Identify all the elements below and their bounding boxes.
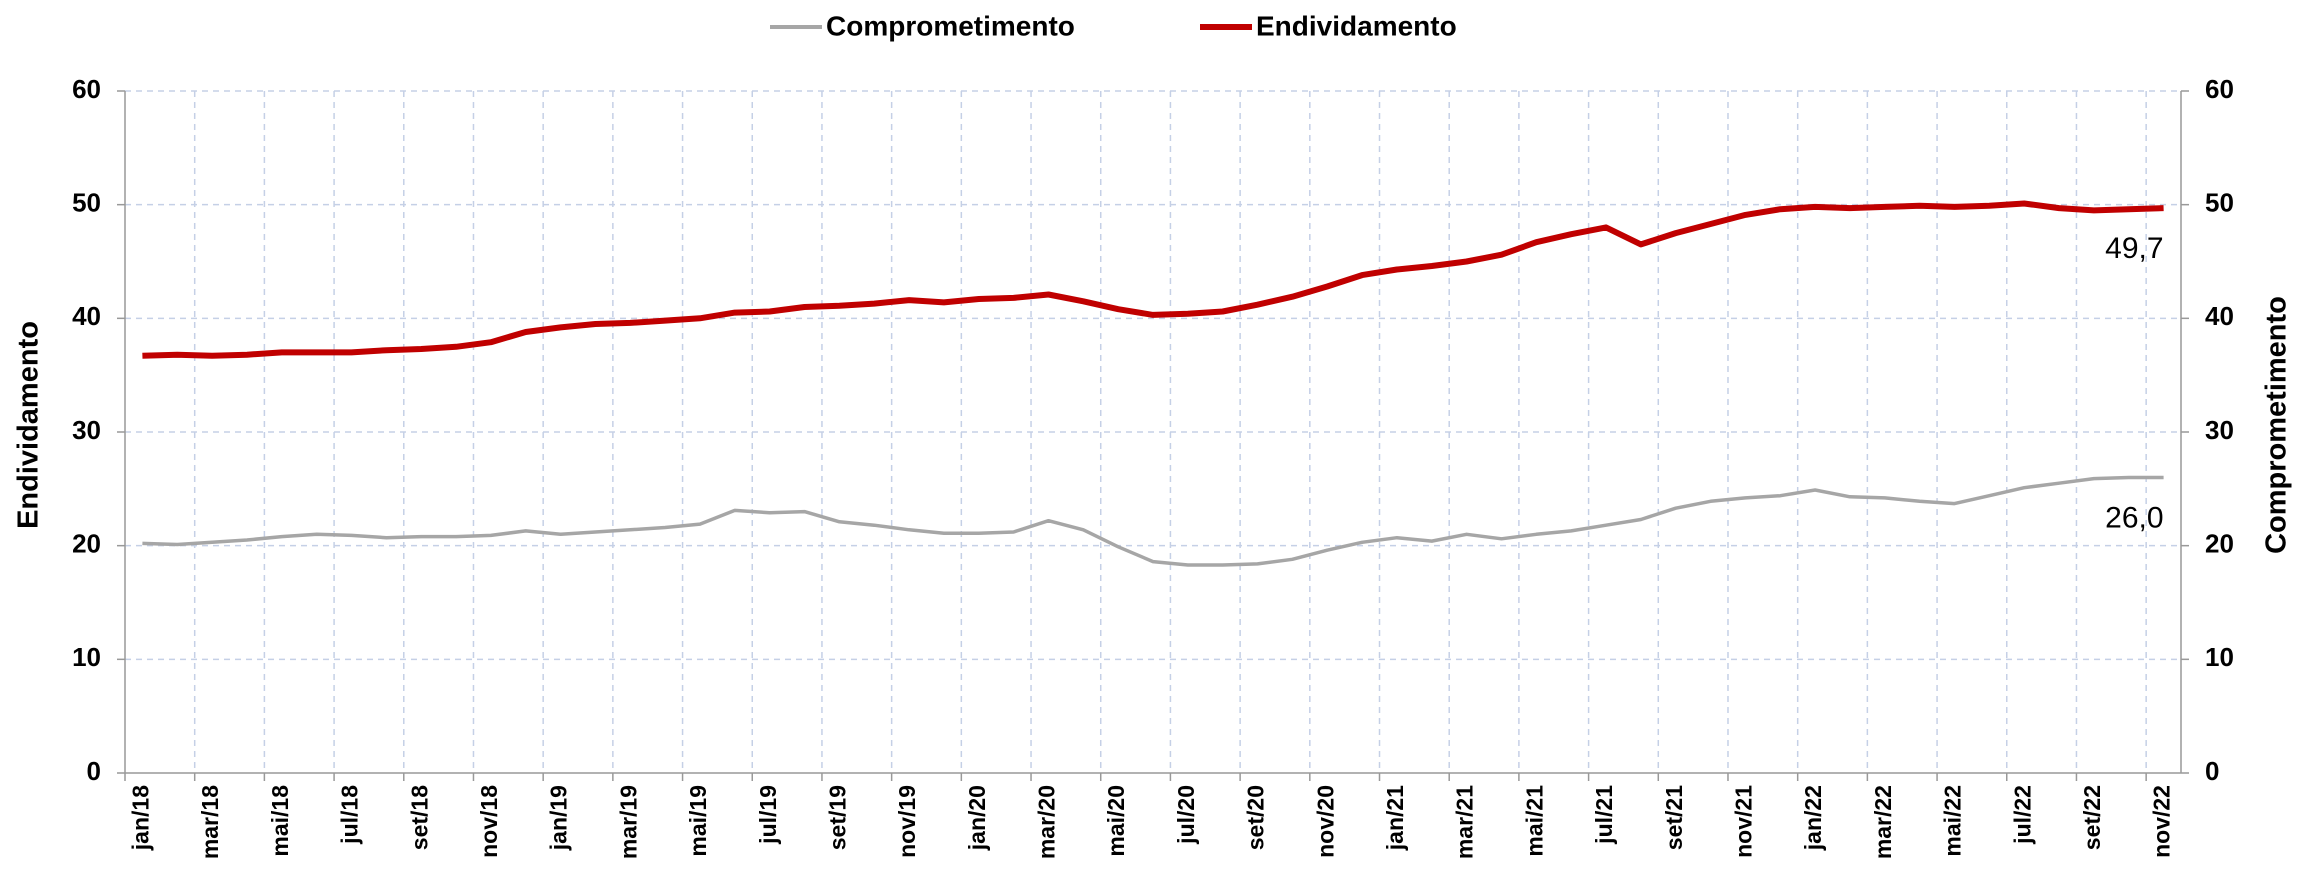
x-tick-label: jan/20 (964, 785, 990, 851)
x-tick-label: mai/21 (1521, 785, 1547, 857)
y-tick-label: 20 (72, 529, 101, 559)
x-tick-label: mar/20 (1034, 785, 1060, 859)
x-tick-label: nov/19 (894, 785, 920, 858)
y-tick-label: 50 (72, 188, 101, 218)
x-tick-label: nov/18 (476, 785, 502, 858)
y2-tick-label: 10 (2205, 642, 2234, 672)
x-tick-label: jan/21 (1382, 785, 1408, 851)
x-tick-label: nov/22 (2149, 785, 2175, 858)
series-line (142, 200, 2164, 359)
value-label: 26,0 (2105, 501, 2163, 534)
x-tick-label: jan/22 (1800, 785, 1826, 851)
x-tick-label: nov/21 (1730, 785, 1756, 858)
x-tick-label: set/20 (1243, 785, 1269, 850)
y2-tick-label: 30 (2205, 415, 2234, 445)
legend-label: Endividamento (1256, 10, 1457, 41)
y2-tick-label: 40 (2205, 301, 2234, 331)
x-tick-label: set/21 (1661, 785, 1687, 850)
x-tick-label: mai/20 (1103, 785, 1129, 857)
x-tick-label: mar/19 (615, 785, 641, 859)
y2-tick-label: 0 (2205, 756, 2219, 786)
legend-label: Comprometimento (826, 10, 1075, 41)
x-tick-label: jan/19 (546, 785, 572, 851)
x-tick-label: mai/18 (267, 785, 293, 857)
y2-axis-title: Comprometimento (2261, 296, 2293, 554)
y2-tick-label: 60 (2205, 74, 2234, 104)
y-axis-title: Endividamento (13, 321, 45, 529)
value-label: 49,7 (2105, 232, 2163, 265)
y-tick-label: 60 (72, 74, 101, 104)
y-tick-label: 10 (72, 642, 101, 672)
x-tick-label: mar/22 (1870, 785, 1896, 859)
x-tick-label: jan/18 (128, 785, 154, 851)
y2-tick-label: 50 (2205, 188, 2234, 218)
x-tick-label: set/19 (824, 785, 850, 850)
x-tick-label: mar/18 (197, 785, 223, 859)
x-tick-label: nov/20 (1312, 785, 1338, 858)
x-tick-label: set/22 (2079, 785, 2105, 850)
x-tick-label: jul/19 (755, 785, 781, 845)
x-tick-label: mai/22 (1940, 785, 1966, 857)
x-tick-label: jul/18 (337, 785, 363, 845)
y-tick-label: 40 (72, 301, 101, 331)
x-tick-label: mar/21 (1452, 785, 1478, 859)
y2-tick-label: 20 (2205, 529, 2234, 559)
y-tick-label: 0 (87, 756, 101, 786)
y-tick-label: 30 (72, 415, 101, 445)
x-tick-label: mai/19 (685, 785, 711, 857)
x-tick-label: jul/22 (2009, 785, 2035, 845)
series-line (142, 475, 2164, 567)
x-tick-label: jul/21 (1591, 785, 1617, 845)
x-tick-label: set/18 (406, 785, 432, 850)
x-tick-label: jul/20 (1173, 785, 1199, 845)
